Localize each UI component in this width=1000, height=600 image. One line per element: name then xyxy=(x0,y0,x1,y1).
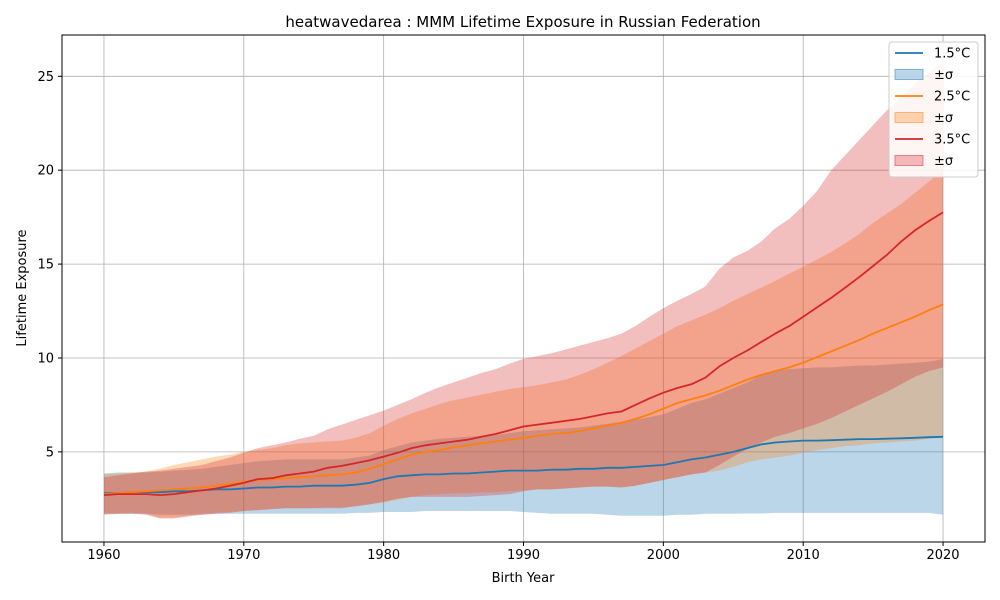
x-tick-label: 2020 xyxy=(926,548,959,563)
line-series-3 xyxy=(103,211,944,496)
x-tick-label: 1970 xyxy=(227,548,260,563)
legend-label: ±σ xyxy=(934,111,953,126)
x-axis-ticks: 1960 1970 1980 1990 2000 2010 2020 xyxy=(87,542,960,563)
x-tick-label: 1960 xyxy=(87,548,120,563)
x-tick-label: 2010 xyxy=(787,548,820,563)
y-tick-label: 20 xyxy=(37,164,54,179)
legend: 1.5°C ±σ 2.5°C ±σ 3.5°C ±σ xyxy=(888,41,979,178)
chart-title: heatwavedarea : MMM Lifetime Exposure in… xyxy=(285,13,760,31)
legend-box xyxy=(888,41,979,178)
x-tick-label: 1980 xyxy=(367,548,400,563)
line-series-2 xyxy=(103,303,944,495)
y-tick-label: 15 xyxy=(37,258,54,273)
legend-label: 1.5°C xyxy=(934,47,970,62)
series-lines xyxy=(103,211,944,496)
y-tick-label: 5 xyxy=(46,445,54,460)
legend-band-swatch xyxy=(894,112,924,123)
y-tick-label: 25 xyxy=(37,70,54,85)
x-tick-label: 1990 xyxy=(507,548,540,563)
legend-label: 3.5°C xyxy=(934,133,970,148)
legend-band-swatch xyxy=(894,69,924,80)
x-axis-label: Birth Year xyxy=(492,571,556,586)
y-axis-ticks: 5 10 15 20 25 xyxy=(37,70,62,460)
legend-band-swatch xyxy=(894,155,924,166)
legend-label: ±σ xyxy=(934,154,953,169)
legend-label: ±σ xyxy=(934,68,953,83)
band-series-2 xyxy=(104,170,943,518)
y-tick-label: 10 xyxy=(37,351,54,366)
x-tick-label: 2000 xyxy=(647,548,680,563)
band-series-3 xyxy=(104,61,943,519)
grid xyxy=(62,35,985,542)
legend-label: 2.5°C xyxy=(934,90,970,105)
line-series-1 xyxy=(104,435,944,495)
y-axis-label: Lifetime Exposure xyxy=(15,229,30,346)
